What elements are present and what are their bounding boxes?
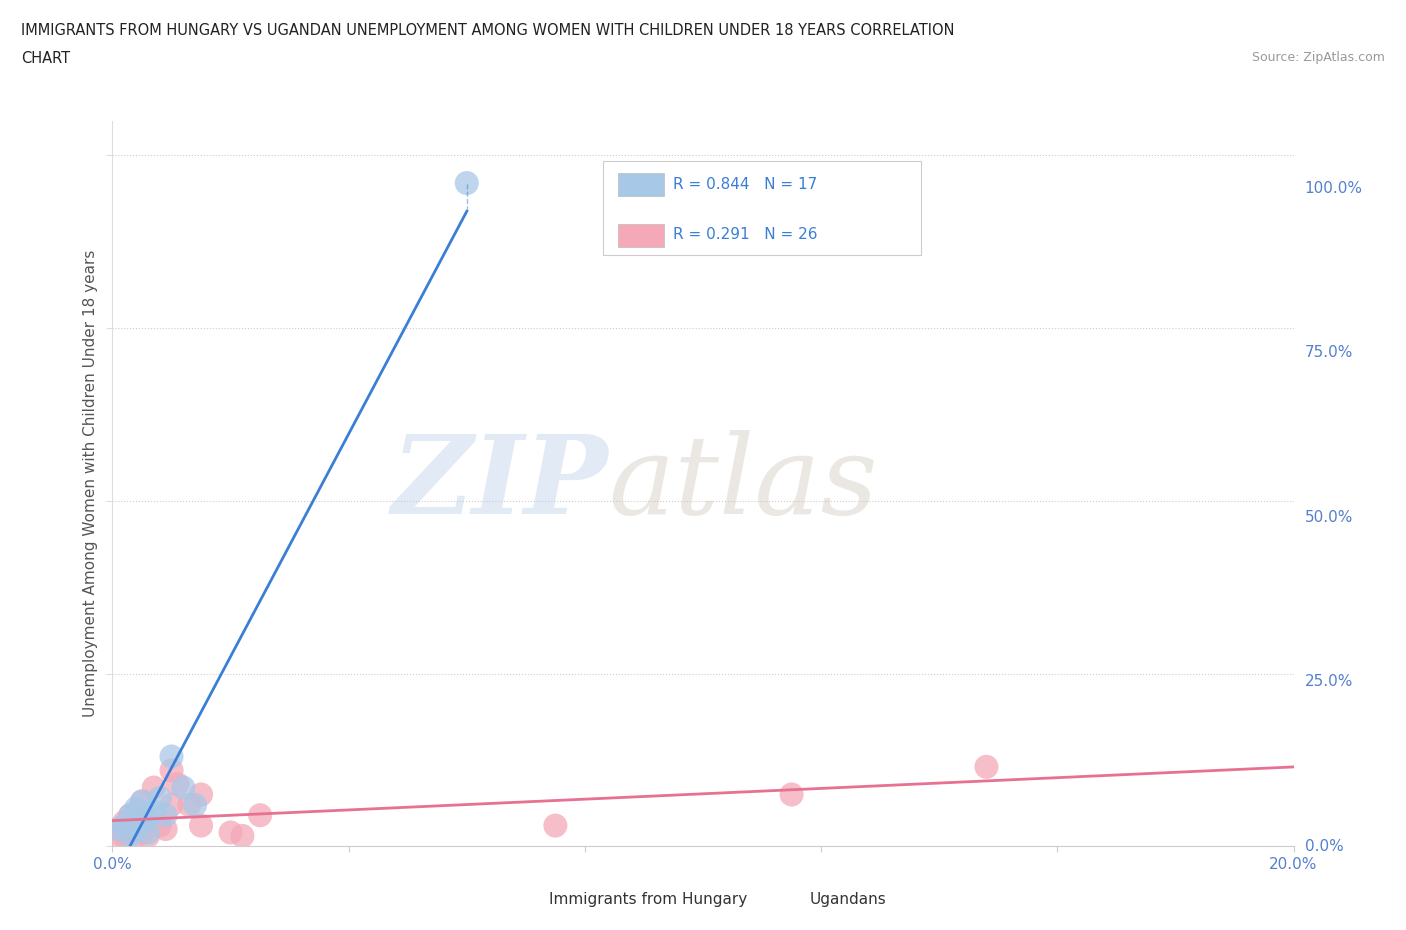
Point [190,818,212,833]
Text: 25.0%: 25.0% [1305,674,1353,689]
Text: CHART: CHART [21,51,70,66]
Text: 75.0%: 75.0% [1305,345,1353,360]
Point [231,829,253,844]
Text: 100.0%: 100.0% [1305,180,1362,196]
Point [107,821,129,836]
Point [142,780,165,795]
Point [120,829,142,844]
Point [155,821,177,836]
Point [456,176,478,191]
Point [160,797,183,812]
Text: 0.0%: 0.0% [1305,839,1343,854]
Point [166,777,188,791]
Point [136,825,159,840]
Point [120,808,142,823]
Point [780,787,803,802]
Point [184,797,207,812]
Point [125,801,148,816]
Point [249,808,271,823]
Point [190,787,212,802]
Point [112,829,135,844]
Text: R = 0.291   N = 26: R = 0.291 N = 26 [673,227,818,243]
Point [107,832,129,847]
Text: ZIP: ZIP [392,430,609,538]
Point [131,794,153,809]
FancyBboxPatch shape [603,161,921,255]
Point [142,804,165,819]
Point [136,811,159,826]
FancyBboxPatch shape [619,173,664,196]
Point [131,825,153,840]
Point [125,821,148,836]
Point [136,829,159,844]
FancyBboxPatch shape [512,890,543,910]
Point [131,815,153,830]
Point [160,749,183,764]
Point [131,794,153,809]
Point [149,818,172,833]
Point [120,808,142,823]
Text: atlas: atlas [609,430,879,538]
Text: Ugandans: Ugandans [810,893,886,908]
FancyBboxPatch shape [619,224,664,247]
Text: Immigrants from Hungary: Immigrants from Hungary [550,893,748,908]
Point [125,829,148,844]
Point [120,821,142,836]
Point [160,763,183,777]
Text: Source: ZipAtlas.com: Source: ZipAtlas.com [1251,51,1385,64]
Point [112,815,135,830]
Point [976,760,998,775]
Text: IMMIGRANTS FROM HUNGARY VS UGANDAN UNEMPLOYMENT AMONG WOMEN WITH CHILDREN UNDER : IMMIGRANTS FROM HUNGARY VS UGANDAN UNEMP… [21,23,955,38]
Point [107,821,129,836]
Point [172,780,194,795]
Text: R = 0.844   N = 17: R = 0.844 N = 17 [673,177,818,192]
FancyBboxPatch shape [772,890,803,910]
Y-axis label: Unemployment Among Women with Children Under 18 years: Unemployment Among Women with Children U… [83,250,98,717]
Point [155,808,177,823]
Point [544,818,567,833]
Point [179,797,201,812]
Point [219,825,242,840]
Point [112,818,135,833]
Text: 50.0%: 50.0% [1305,510,1353,525]
Point [149,790,172,805]
Point [136,811,159,826]
